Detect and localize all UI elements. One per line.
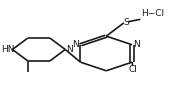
Text: S: S xyxy=(123,18,129,27)
Text: N: N xyxy=(66,45,72,54)
Text: HN: HN xyxy=(2,45,15,54)
Text: N: N xyxy=(133,40,140,49)
Text: Cl: Cl xyxy=(128,65,137,74)
Text: N: N xyxy=(72,40,79,49)
Text: H−Cl: H−Cl xyxy=(141,9,164,18)
